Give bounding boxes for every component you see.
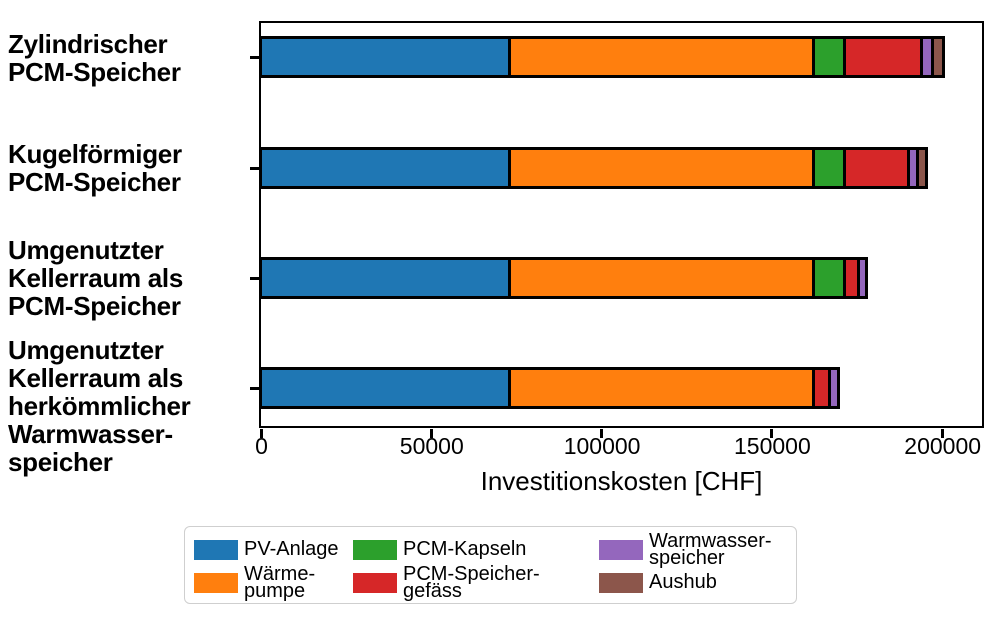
y-category-label-line: Umgenutzter xyxy=(8,335,164,365)
legend-item-pcm-speichergef-ss: PCM-Speicher-gefäss xyxy=(353,562,599,602)
segment-aushub xyxy=(915,147,929,189)
y-category-label-line: speicher xyxy=(8,447,113,477)
legend-swatch xyxy=(194,539,238,560)
x-axis-tick xyxy=(600,428,604,438)
y-category-label-line: Zylindrischer xyxy=(8,29,168,59)
x-tick-label: 200000 xyxy=(904,433,982,459)
y-category-label-line: Kellerraum als xyxy=(8,263,184,293)
segment-w-rmepumpe xyxy=(507,257,816,299)
legend-swatch xyxy=(599,572,643,593)
segment-warmwasserspeicher xyxy=(856,257,869,299)
y-category-label-line: herkömmlicher xyxy=(8,391,191,421)
legend-item-pcm-kapseln: PCM-Kapseln xyxy=(353,533,599,566)
legend-swatch xyxy=(599,539,643,560)
y-category-label-line: PCM-Speicher xyxy=(8,291,181,321)
legend: PV-Anlage Wärme-pumpe PCM-Kapseln PCM-Speic… xyxy=(184,526,797,604)
legend-item-warmwasserspeicher: Warmwasser-speicher xyxy=(599,529,796,569)
legend-label: PCM-Speicher-gefäss xyxy=(403,562,540,602)
x-tick-label: 50000 xyxy=(399,433,464,459)
y-axis-tick xyxy=(250,276,259,280)
x-axis-tick xyxy=(770,428,774,438)
segment-w-rmepumpe xyxy=(507,36,816,78)
y-category-label-line: Kugelförmiger xyxy=(8,139,182,169)
legend-label: Aushub xyxy=(649,571,717,593)
y-category-label: Zylindrischer PCM-Speicher xyxy=(8,30,181,86)
legend-item-w-rmepumpe: Wärme-pumpe xyxy=(194,562,353,602)
x-tick-label: 0 xyxy=(255,433,268,459)
legend-item-pv-anlage: PV-Anlage xyxy=(194,533,353,566)
legend-label: Wärme-pumpe xyxy=(244,562,316,602)
legend-label: PCM-Kapseln xyxy=(403,538,527,560)
y-category-label: Umgenutzter Kellerraum als PCM-Speicher xyxy=(8,236,183,320)
y-category-label-line: PCM-Speicher xyxy=(8,57,181,87)
segment-pcm-kapseln xyxy=(812,257,846,299)
plot-area xyxy=(250,21,984,438)
segment-pv-anlage xyxy=(258,36,511,78)
segment-w-rmepumpe xyxy=(507,367,816,409)
y-axis-tick xyxy=(250,166,259,170)
x-axis-tick xyxy=(429,428,433,438)
y-axis-tick xyxy=(250,55,259,59)
y-category-label-line: Kellerraum als xyxy=(8,363,184,393)
y-category-label: Kugelförmiger PCM-Speicher xyxy=(8,140,182,196)
segment-warmwasserspeicher xyxy=(827,367,841,409)
x-axis-title: Investitionskosten [CHF] xyxy=(480,466,763,496)
legend-item-aushub: Aushub xyxy=(599,566,796,599)
y-axis-tick xyxy=(250,386,259,390)
legend-label: Warmwasser-speicher xyxy=(649,529,772,569)
legend-swatch xyxy=(353,572,397,593)
legend-label: PV-Anlage xyxy=(244,538,339,560)
segment-pcm-kapseln xyxy=(812,36,846,78)
segment-pv-anlage xyxy=(258,367,511,409)
segment-pv-anlage xyxy=(258,147,511,189)
legend-swatch xyxy=(353,539,397,560)
y-category-label: Umgenutzter Kellerraum als herkömmlicher Wa… xyxy=(8,336,191,476)
x-tick-label: 150000 xyxy=(734,433,811,459)
segment-w-rmepumpe xyxy=(507,147,816,189)
segment-pcm-speichergef-ss xyxy=(843,36,924,78)
y-category-label-line: Warmwasser- xyxy=(8,419,173,449)
legend-swatch xyxy=(194,572,238,593)
y-category-label-line: Umgenutzter xyxy=(8,235,164,265)
segment-pv-anlage xyxy=(258,257,511,299)
segment-aushub xyxy=(931,36,945,78)
x-tick-label: 100000 xyxy=(563,433,641,459)
segment-pcm-kapseln xyxy=(812,147,846,189)
x-axis-tick xyxy=(259,428,263,438)
x-axis-tick xyxy=(940,428,944,438)
segment-pcm-speichergef-ss xyxy=(843,147,910,189)
y-category-label-line: PCM-Speicher xyxy=(8,167,181,197)
